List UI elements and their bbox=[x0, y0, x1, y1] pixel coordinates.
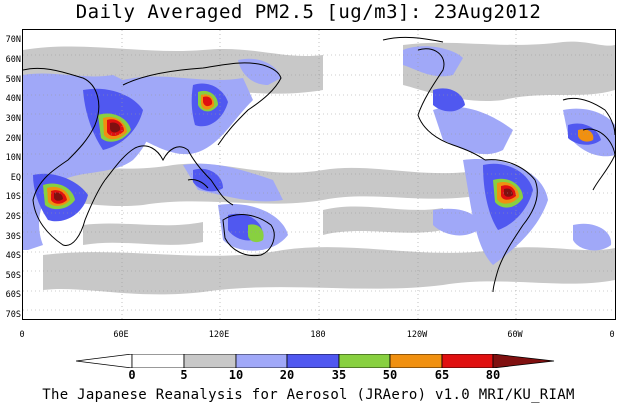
lon-label: 0 bbox=[19, 330, 25, 340]
map-title: Daily Averaged PM2.5 [ug/m3]: 23Aug2012 bbox=[75, 1, 542, 23]
colorbar bbox=[76, 354, 555, 368]
colorbar-segment bbox=[286, 354, 340, 368]
lat-label: 20N bbox=[5, 134, 21, 144]
colorbar-label: 20 bbox=[279, 368, 295, 382]
colorbar-segment bbox=[389, 354, 443, 368]
lat-label: 60S bbox=[5, 290, 21, 300]
colorbar-label: 10 bbox=[228, 368, 244, 382]
colorbar-segment bbox=[76, 354, 133, 368]
colorbar-label: 5 bbox=[180, 368, 188, 382]
colorbar-label: 0 bbox=[128, 368, 136, 382]
lat-label: 10N bbox=[5, 153, 21, 163]
lat-label: 70N bbox=[5, 35, 21, 45]
pm25-map bbox=[22, 29, 616, 320]
graticule bbox=[23, 30, 615, 319]
lat-label: 60N bbox=[5, 55, 21, 65]
concentration-over-80-layer bbox=[54, 122, 513, 201]
lon-label: 120E bbox=[208, 330, 230, 340]
lon-label: 0 bbox=[609, 330, 615, 340]
coastlines bbox=[23, 36, 615, 293]
lat-label: 50N bbox=[5, 75, 21, 85]
lat-label: 70S bbox=[5, 310, 21, 320]
colorbar-label: 80 bbox=[485, 368, 501, 382]
colorbar-segment bbox=[492, 354, 555, 368]
lat-label: 50S bbox=[5, 271, 21, 281]
colorbar-label: 65 bbox=[434, 368, 450, 382]
colorbar-label: 35 bbox=[331, 368, 347, 382]
colorbar-label: 50 bbox=[382, 368, 398, 382]
lon-label: 60E bbox=[113, 330, 129, 340]
lon-label: 180 bbox=[310, 330, 326, 340]
colorbar-segment bbox=[183, 354, 237, 368]
lat-label: EQ bbox=[10, 173, 21, 183]
lat-label: 40S bbox=[5, 251, 21, 261]
lat-label: 30S bbox=[5, 232, 21, 242]
lat-label: 20S bbox=[5, 212, 21, 222]
lon-label: 60W bbox=[507, 330, 523, 340]
lat-label: 30N bbox=[5, 114, 21, 124]
colorbar-segment bbox=[235, 354, 288, 368]
map-canvas bbox=[23, 30, 615, 319]
colorbar-segment bbox=[441, 354, 494, 368]
colorbar-segment bbox=[338, 354, 391, 368]
credit-footer: The Japanese Reanalysis for Aerosol (JRA… bbox=[42, 387, 575, 403]
colorbar-segment bbox=[131, 354, 185, 368]
lat-label: 10S bbox=[5, 192, 21, 202]
lat-label: 40N bbox=[5, 94, 21, 104]
lon-label: 120W bbox=[406, 330, 428, 340]
